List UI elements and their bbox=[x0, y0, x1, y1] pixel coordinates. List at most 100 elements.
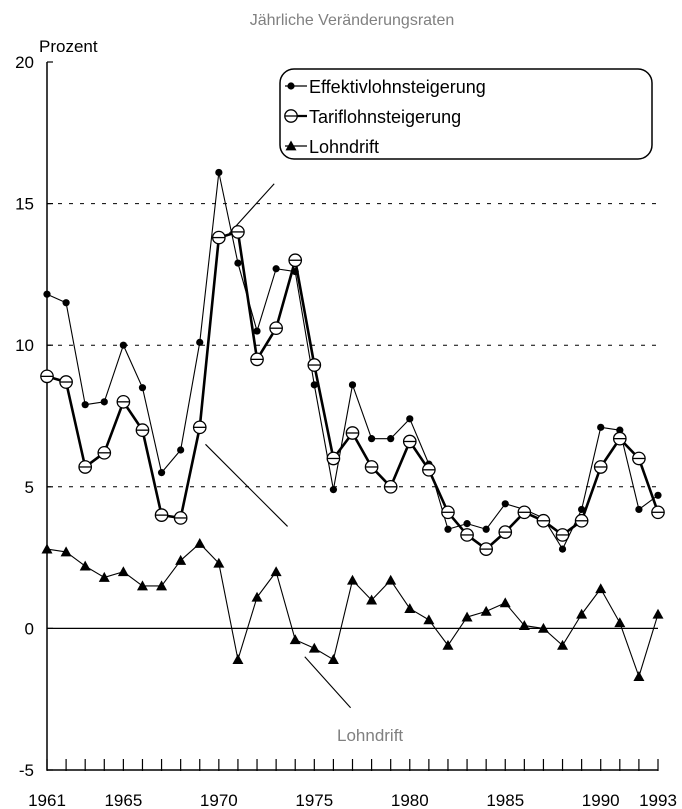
series-effektivlohnsteigerung-point bbox=[196, 338, 204, 346]
series-effektivlohnsteigerung-point bbox=[157, 469, 166, 477]
legend-item-tariflohnsteigerung: Tariflohnsteigerung bbox=[284, 107, 461, 127]
x-tick-label: 1985 bbox=[486, 791, 524, 809]
legend-item-lohndrift-label: Lohndrift bbox=[309, 137, 379, 157]
series-lohndrift-point bbox=[289, 634, 301, 645]
series-lohndrift-point bbox=[60, 546, 72, 557]
series-lohndrift-point bbox=[442, 639, 454, 650]
series-lohndrift-point bbox=[175, 554, 187, 565]
y-tick-label: 10 bbox=[15, 336, 34, 355]
series-effektivlohnsteigerung-point bbox=[62, 299, 70, 307]
series-lohndrift-point bbox=[614, 617, 626, 628]
series-lohndrift-point bbox=[347, 574, 358, 585]
series-effektivlohnsteigerung-point bbox=[234, 259, 242, 267]
series-effektivlohnsteigerung-point bbox=[100, 398, 108, 406]
legend-item-effektivlohnsteigerung-label: Effektivlohnsteigerung bbox=[309, 77, 486, 97]
series-tariflohnsteigerung-line bbox=[46, 230, 660, 551]
series-lohndrift-point bbox=[156, 580, 168, 591]
series-lohndrift-point bbox=[633, 671, 645, 681]
series-effektivlohnsteigerung-point bbox=[578, 505, 586, 514]
series-lohndrift-point bbox=[366, 594, 378, 605]
series-lohndrift-point bbox=[327, 654, 339, 664]
y-tick-label: -5 bbox=[19, 761, 34, 780]
series-effektivlohnsteigerung-point bbox=[81, 401, 89, 409]
series-effektivlohnsteigerung-point bbox=[482, 525, 490, 533]
y-tick-label: 0 bbox=[25, 619, 34, 638]
annotation-leader bbox=[205, 443, 288, 527]
series-effektivlohnsteigerung-point bbox=[272, 265, 280, 273]
x-tick-label: 1961 bbox=[28, 791, 66, 809]
series-effektivlohnsteigerung-point bbox=[616, 426, 624, 434]
series-tariflohnsteigerung bbox=[40, 225, 665, 556]
series-lohndrift-point bbox=[98, 571, 110, 582]
series-effektivlohnsteigerung-point bbox=[138, 384, 147, 392]
series-effektivlohnsteigerung-point bbox=[215, 168, 223, 177]
series-lohndrift-point bbox=[385, 574, 397, 585]
y-tick-label: 20 bbox=[15, 53, 34, 72]
series-lohndrift-point bbox=[652, 608, 664, 619]
series-lohndrift-point bbox=[79, 560, 91, 571]
annotation-lohndrift: Lohndrift bbox=[337, 726, 403, 745]
series-effektivlohnsteigerung-point bbox=[387, 435, 395, 443]
series-lohndrift-point bbox=[404, 603, 416, 613]
series-lohndrift-point bbox=[213, 557, 225, 568]
annotation-leader-lines bbox=[205, 183, 351, 709]
x-tick-label: 1975 bbox=[295, 791, 333, 809]
legend-box bbox=[279, 68, 653, 160]
series-lohndrift-line bbox=[46, 542, 659, 678]
x-tick-label: 1970 bbox=[200, 791, 238, 809]
series-lohndrift-point bbox=[136, 580, 148, 591]
series-lohndrift-point bbox=[270, 566, 282, 577]
series-lohndrift-point bbox=[423, 614, 435, 625]
series-lohndrift-point bbox=[557, 639, 569, 650]
series-effektivlohnsteigerung-point bbox=[348, 381, 357, 389]
x-tick-label: 1980 bbox=[391, 791, 429, 809]
legend-item-tariflohnsteigerung-label: Tariflohnsteigerung bbox=[309, 107, 461, 127]
series-lohndrift-point bbox=[461, 611, 473, 622]
series-effektivlohnsteigerung-point bbox=[43, 290, 51, 298]
series-lohndrift bbox=[41, 537, 664, 681]
gridlines bbox=[47, 203, 658, 630]
series-lohndrift-point bbox=[480, 605, 492, 616]
series-effektivlohnsteigerung-point bbox=[253, 327, 261, 335]
series-effektivlohnsteigerung-point bbox=[635, 505, 643, 514]
series-effektivlohnsteigerung bbox=[43, 168, 662, 553]
series-lohndrift-point bbox=[41, 543, 53, 554]
x-tick-label: 1990 bbox=[582, 791, 620, 809]
ticks: -5 0 5 10 15 20 1961 1965 1970 1975 1980 1985 1990 19… bbox=[15, 53, 677, 809]
series-effektivlohnsteigerung-point bbox=[463, 520, 471, 528]
series-effektivlohnsteigerung-point bbox=[558, 545, 567, 553]
series-effektivlohnsteigerung-point bbox=[310, 381, 318, 389]
series-effektivlohnsteigerung-line bbox=[46, 171, 659, 550]
x-tick-label: 1965 bbox=[104, 791, 142, 809]
series-lohndrift-point bbox=[194, 537, 206, 548]
y-tick-label: 5 bbox=[25, 478, 34, 497]
series-effektivlohnsteigerung-point bbox=[177, 446, 185, 454]
series-lohndrift-point bbox=[117, 566, 129, 577]
series-effektivlohnsteigerung-point bbox=[654, 491, 662, 499]
legend-item-lohndrift: Lohndrift bbox=[285, 137, 379, 157]
series-lohndrift-point bbox=[537, 622, 549, 633]
series-effektivlohnsteigerung-point bbox=[501, 500, 509, 508]
legend: Effektivlohnsteigerung Tariflohnsteigerun… bbox=[279, 68, 653, 160]
series-layer bbox=[40, 168, 665, 681]
legend-item-lohndrift-point bbox=[285, 140, 297, 151]
series-effektivlohnsteigerung-point bbox=[444, 525, 452, 533]
series-effektivlohnsteigerung-point bbox=[119, 341, 127, 349]
annotation-leader bbox=[228, 183, 275, 234]
x-tick-label: 1993 bbox=[639, 791, 677, 809]
legend-item-effektivlohnsteigerung-point bbox=[287, 82, 295, 90]
series-effektivlohnsteigerung-point bbox=[367, 435, 376, 443]
series-lohndrift-point bbox=[576, 608, 588, 619]
series-effektivlohnsteigerung-point bbox=[406, 415, 414, 423]
annotation-leader bbox=[304, 656, 351, 709]
series-lohndrift-point bbox=[518, 620, 530, 630]
legend-item-effektivlohnsteigerung: Effektivlohnsteigerung bbox=[285, 77, 486, 97]
y-axis-label: Prozent bbox=[39, 37, 98, 56]
series-lohndrift-point bbox=[595, 583, 607, 594]
axes bbox=[46, 62, 658, 771]
chart-title: Jährliche Veränderungsraten bbox=[250, 12, 455, 29]
series-effektivlohnsteigerung-point bbox=[329, 486, 338, 494]
series-lohndrift-point bbox=[251, 591, 263, 602]
y-tick-label: 15 bbox=[15, 195, 34, 214]
